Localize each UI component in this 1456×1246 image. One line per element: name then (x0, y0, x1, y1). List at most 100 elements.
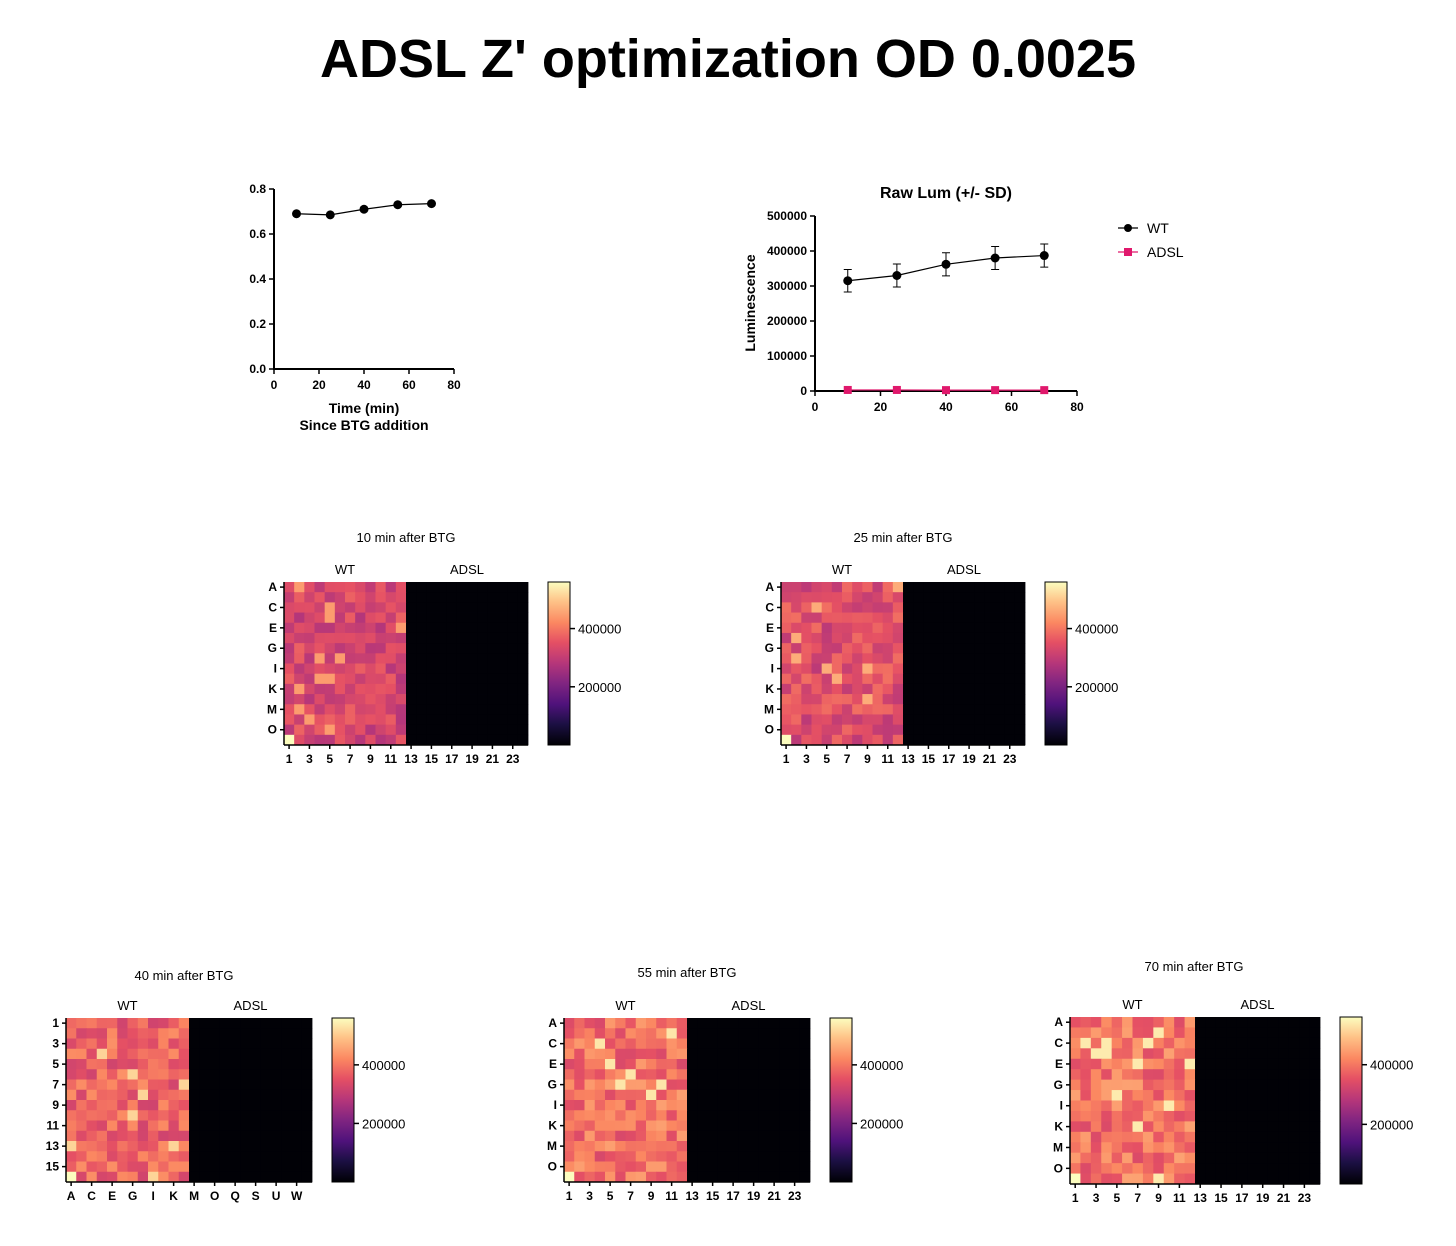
heatmap-cell (446, 622, 458, 634)
heatmap-cell (923, 653, 934, 664)
heatmap-cell (487, 632, 498, 644)
heatmap-cell (615, 1161, 626, 1173)
heatmap-cell (291, 1059, 303, 1070)
heatmap-cell (517, 602, 529, 613)
heatmap-cell (1195, 1048, 1206, 1060)
heatmap-cell (666, 1028, 678, 1039)
heatmap-cell (1299, 1037, 1310, 1049)
heatmap-cell (497, 694, 509, 705)
heatmap-cell (426, 632, 437, 644)
row-tick-label: G (765, 641, 774, 655)
heatmap-cell (697, 1171, 708, 1183)
heatmap-cell (1070, 1058, 1081, 1070)
heatmap-cell (271, 1110, 282, 1121)
heatmap-cell (1267, 1090, 1279, 1101)
col-tick-label: 23 (506, 752, 520, 766)
heatmap-cell (487, 734, 498, 746)
heatmap-cell (615, 1089, 626, 1101)
heatmap-cell (291, 1171, 303, 1183)
heatmap-cell (487, 714, 498, 726)
heatmap-cell (1163, 1142, 1175, 1154)
heatmap-cell (355, 582, 366, 593)
data-point (941, 259, 951, 269)
heatmap-cell (1132, 1110, 1144, 1122)
heatmap-cell (913, 734, 924, 746)
col-tick-label: 13 (901, 752, 915, 766)
heatmap-cell (375, 602, 387, 613)
heatmap-cell (769, 1130, 780, 1142)
heatmap-cell (467, 612, 478, 624)
heatmap-cell (219, 1141, 231, 1152)
heatmap-cell (799, 1161, 811, 1173)
heatmap-cell (964, 724, 975, 736)
heatmap-cell (1101, 1121, 1113, 1133)
heatmap-cell (199, 1130, 210, 1142)
heatmap-cell (842, 734, 853, 746)
heatmap-cell (781, 683, 792, 695)
heatmap-cell (178, 1048, 190, 1060)
heatmap-cell (953, 663, 965, 675)
heatmap-cell (1236, 1079, 1248, 1091)
heatmap-cell (994, 622, 1006, 634)
heatmap-cell (334, 683, 346, 695)
heatmap-cell (852, 663, 863, 675)
heatmap-cell (862, 653, 873, 664)
heatmap-cell (294, 582, 305, 593)
heatmap-cell (1004, 612, 1016, 624)
heatmap-cell (178, 1120, 190, 1132)
col-tick-label: 3 (1093, 1191, 1100, 1205)
heatmap-cell (1226, 1027, 1238, 1039)
heatmap-cell (324, 612, 336, 624)
heatmap-cell (1215, 1079, 1227, 1091)
heatmap-cell (605, 1161, 616, 1173)
heatmap-cell (158, 1028, 169, 1039)
heatmap-cell (564, 1069, 575, 1080)
heatmap-cell (615, 1141, 626, 1152)
col-tick-label: 7 (1134, 1191, 1141, 1205)
row-tick-label: 1 (52, 1016, 59, 1030)
heatmap-cell (219, 1069, 231, 1080)
heatmap-cell (148, 1130, 159, 1142)
heatmap-cell (964, 592, 975, 603)
heatmap-cell (1247, 1110, 1258, 1122)
heatmap-cell (903, 694, 914, 705)
col-tick-label: 5 (607, 1189, 614, 1203)
heatmap-cell (117, 1100, 128, 1111)
heatmap-cell (365, 612, 376, 624)
heatmap-cell (811, 653, 823, 664)
heatmap-cell (456, 582, 468, 593)
heatmap-cell (1205, 1037, 1217, 1049)
heatmap-cell (1080, 1048, 1092, 1060)
heatmap-cell (953, 724, 965, 736)
heatmap-cell (66, 1089, 77, 1101)
heatmap-cell (517, 734, 529, 746)
heatmap-cell (517, 592, 529, 603)
heatmap-cell (1184, 1017, 1196, 1028)
heatmap-cell (395, 663, 407, 675)
heatmap-cell (1288, 1121, 1300, 1133)
heatmap-cell (1195, 1131, 1206, 1143)
heatmap-cell (1288, 1069, 1300, 1081)
heatmap-cell (799, 1069, 811, 1080)
heatmap-cell (656, 1130, 667, 1142)
group-label-adsl: ADSL (732, 998, 766, 1013)
heatmap-cell (345, 704, 356, 715)
heatmap-cell (467, 632, 478, 644)
heatmap-cell (605, 1100, 616, 1111)
heatmap-cell (666, 1069, 678, 1080)
heatmap-cell (446, 673, 458, 685)
heatmap-cell (1215, 1058, 1227, 1070)
heatmap-cell (1215, 1037, 1227, 1049)
heatmap-cell (811, 704, 823, 715)
heatmap-cell (178, 1151, 190, 1162)
heatmap-cell (1014, 673, 1026, 685)
heatmap-cell (271, 1141, 282, 1152)
heatmap-cell (717, 1069, 729, 1080)
heatmap-cell (574, 1038, 585, 1050)
heatmap-cell (717, 1130, 729, 1142)
heatmap-cell (240, 1151, 251, 1162)
heatmap-cell (1101, 1100, 1113, 1112)
heatmap-cell (456, 612, 468, 624)
